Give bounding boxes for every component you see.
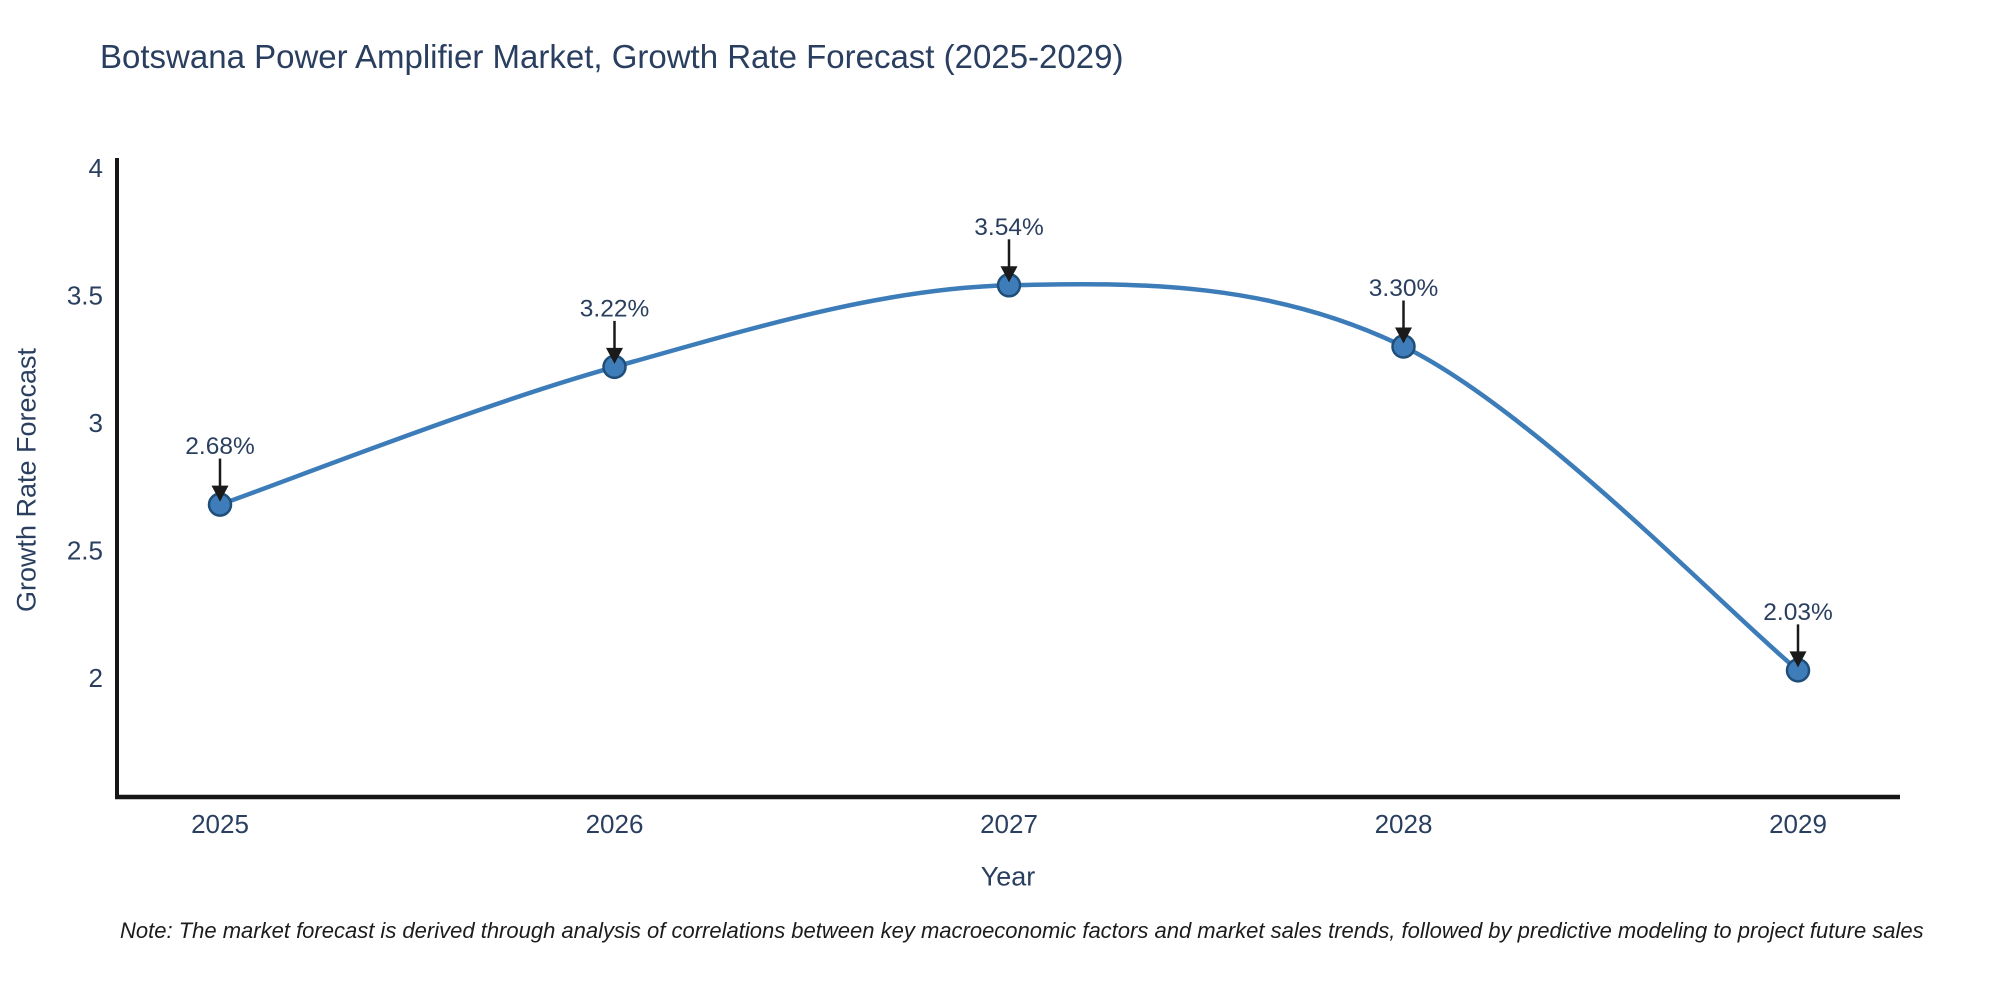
- footnote: Note: The market forecast is derived thr…: [120, 918, 1924, 943]
- x-tick-label: 2029: [1769, 809, 1827, 839]
- x-axis-title: Year: [980, 861, 1036, 892]
- y-tick-label: 3: [89, 408, 103, 438]
- y-tick-label: 4: [89, 153, 103, 183]
- x-tick-label: 2027: [980, 809, 1038, 839]
- x-tick-label: 2025: [191, 809, 249, 839]
- x-tick-label: 2028: [1375, 809, 1433, 839]
- y-tick-label: 2: [89, 663, 103, 693]
- growth-rate-line: [219, 281, 1800, 673]
- point-value-label: 3.30%: [1369, 275, 1438, 302]
- annotation-arrowhead-icon: [606, 347, 623, 364]
- y-tick-label: 3.5: [67, 281, 103, 311]
- point-value-label: 3.22%: [580, 295, 649, 322]
- point-value-label: 2.68%: [185, 433, 254, 460]
- x-tick-label: 2026: [586, 809, 644, 839]
- chart-title: Botswana Power Amplifier Market, Growth …: [100, 38, 1124, 75]
- y-tick-label: 2.5: [67, 536, 103, 566]
- annotation-arrowhead-icon: [1789, 651, 1807, 668]
- point-value-label: 2.03%: [1763, 599, 1832, 626]
- annotation-arrowhead-icon: [211, 485, 229, 502]
- annotation-arrowhead-icon: [1000, 266, 1018, 283]
- point-value-label: 3.54%: [974, 214, 1043, 241]
- annotation-arrowhead-icon: [1395, 327, 1412, 344]
